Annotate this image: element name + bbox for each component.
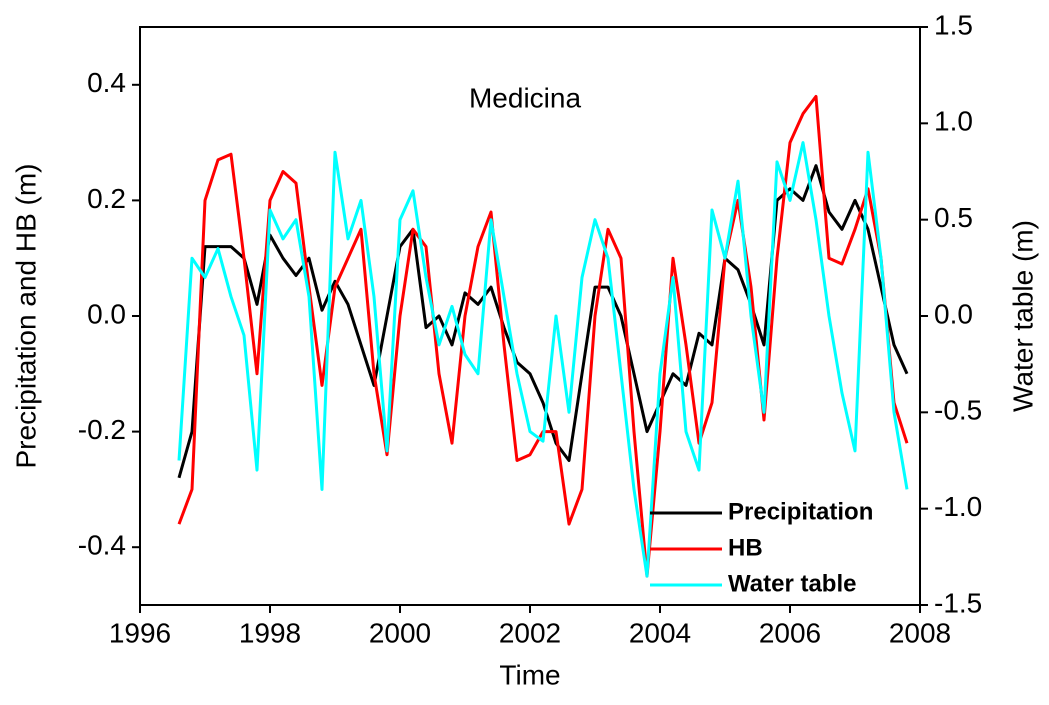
x-axis-label: Time (499, 659, 560, 690)
x-tick-label: 1998 (239, 617, 301, 648)
annotation: Medicina (469, 82, 581, 113)
y-axis-label: Precipitation and HB (m) (10, 163, 41, 468)
y-tick-label: -0.2 (78, 414, 126, 445)
x-tick-label: 2008 (889, 617, 951, 648)
y2-tick-label: 0.5 (934, 202, 973, 233)
legend-label: Water table (728, 570, 856, 597)
y2-tick-label: -0.5 (934, 395, 982, 426)
y-tick-label: 0.4 (87, 67, 126, 98)
y2-tick-label: 1.0 (934, 106, 973, 137)
series-line (177, 141, 909, 578)
x-tick-label: 2004 (629, 617, 691, 648)
x-tick-label: 1996 (109, 617, 171, 648)
y2-tick-label: -1.0 (934, 491, 982, 522)
y2-tick-label: 1.5 (934, 9, 973, 40)
y2-tick-label: -1.5 (934, 587, 982, 618)
y-tick-label: 0.2 (87, 183, 126, 214)
legend-label: Precipitation (728, 498, 873, 525)
x-tick-label: 2000 (369, 617, 431, 648)
y2-tick-label: 0.0 (934, 298, 973, 329)
y2-axis-label: Water table (m) (1007, 220, 1038, 412)
y-tick-label: 0.0 (87, 298, 126, 329)
x-tick-label: 2002 (499, 617, 561, 648)
x-tick-label: 2006 (759, 617, 821, 648)
y-tick-label: -0.4 (78, 530, 126, 561)
legend-label: HB (728, 534, 763, 561)
